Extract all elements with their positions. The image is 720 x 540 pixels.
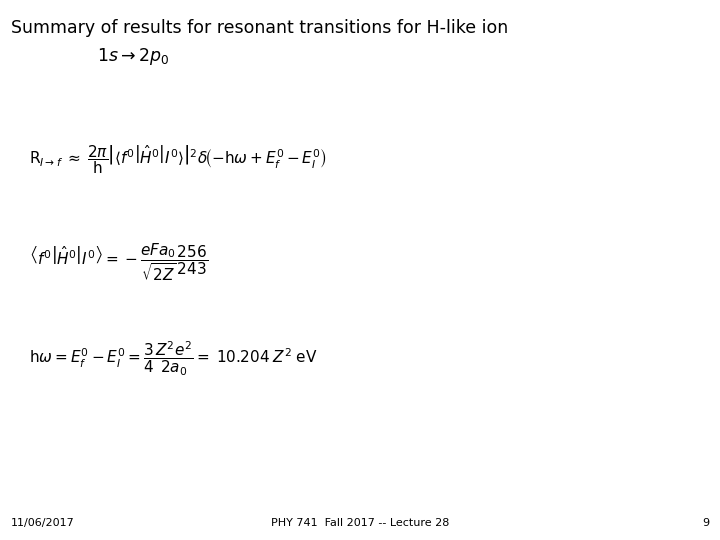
Text: 9: 9 bbox=[702, 518, 709, 528]
Text: $\mathrm{h}\omega = E_f^0 - E_I^0 = \dfrac{3}{4} \dfrac{Z^2 e^2}{2a_0} = \; 10.2: $\mathrm{h}\omega = E_f^0 - E_I^0 = \dfr… bbox=[29, 340, 318, 378]
Text: $1s \rightarrow 2p_0$: $1s \rightarrow 2p_0$ bbox=[97, 46, 170, 67]
Text: $\mathrm{R}_{I\rightarrow f} \;\approx\; \dfrac{2\pi}{\mathrm{h}} \left|\langle : $\mathrm{R}_{I\rightarrow f} \;\approx\;… bbox=[29, 143, 327, 176]
Text: $\left\langle f^0 \left| \hat{H}^0 \right| I^0 \right\rangle = -\dfrac{eF a_0}{\: $\left\langle f^0 \left| \hat{H}^0 \righ… bbox=[29, 241, 208, 282]
Text: Summary of results for resonant transitions for H-like ion: Summary of results for resonant transiti… bbox=[11, 19, 508, 37]
Text: PHY 741  Fall 2017 -- Lecture 28: PHY 741 Fall 2017 -- Lecture 28 bbox=[271, 518, 449, 528]
Text: 11/06/2017: 11/06/2017 bbox=[11, 518, 75, 528]
